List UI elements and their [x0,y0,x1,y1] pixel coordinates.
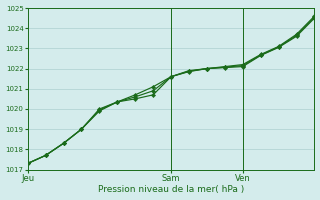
X-axis label: Pression niveau de la mer( hPa ): Pression niveau de la mer( hPa ) [98,185,244,194]
